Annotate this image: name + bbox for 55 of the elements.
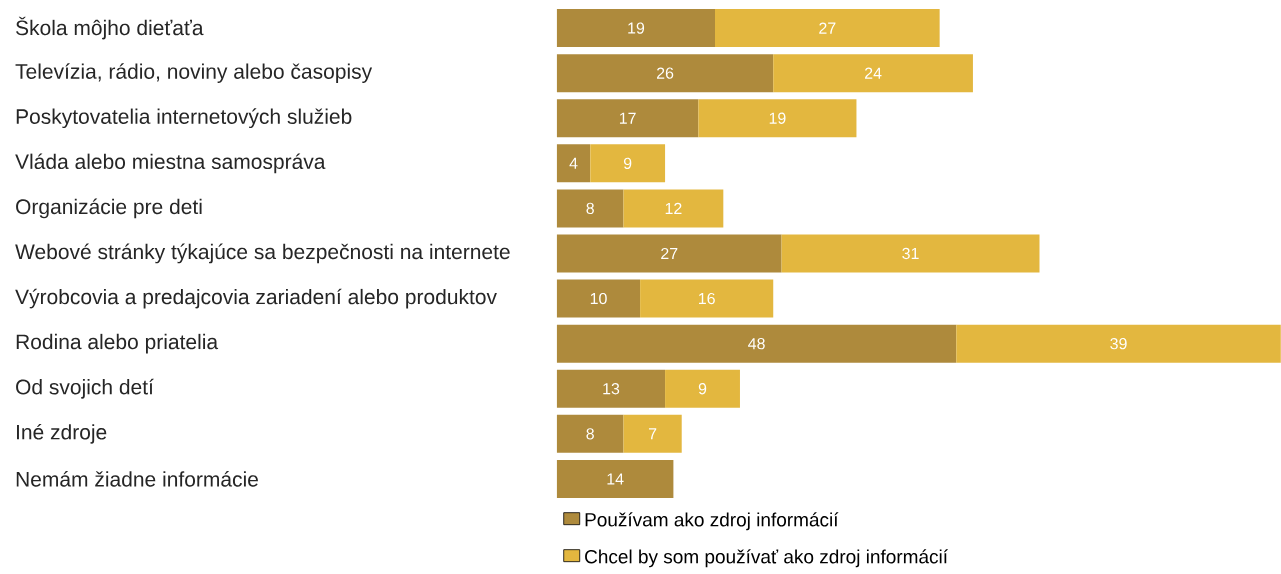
bar xyxy=(556,144,591,183)
data-label: 27 xyxy=(661,247,678,259)
y-tick-label: Poskytovatelia internetových služieb xyxy=(16,108,352,128)
bar xyxy=(715,8,940,47)
y-tick-label: Webové stránky týkajúce sa bezpečnosti na internete xyxy=(15,243,510,264)
data-label: 7 xyxy=(648,428,657,440)
data-label: 24 xyxy=(865,67,882,79)
y-tick-label: Výrobcovia a predajcovia zariadení alebo produktov xyxy=(15,288,497,309)
data-label: 12 xyxy=(665,202,682,214)
y-tick-label: Od svojich detí xyxy=(16,378,154,399)
data-label: 8 xyxy=(586,202,594,214)
data-label: 39 xyxy=(1110,337,1127,350)
bar xyxy=(623,414,682,453)
bar xyxy=(556,324,957,363)
data-label: 4 xyxy=(569,157,578,169)
bar xyxy=(556,369,666,408)
bar xyxy=(590,144,666,183)
bar xyxy=(556,8,715,47)
bar xyxy=(698,99,857,138)
data-label: 13 xyxy=(603,382,620,395)
bar xyxy=(623,189,724,228)
data-label: 14 xyxy=(607,473,624,485)
data-label: 9 xyxy=(698,382,707,395)
data-label: 19 xyxy=(769,112,786,124)
legend-label: Chcel by som používať ako zdroj informácií xyxy=(585,549,948,568)
data-label: 17 xyxy=(619,112,636,124)
bar xyxy=(556,279,641,318)
y-tick-label: Iné zdroje xyxy=(17,423,107,444)
y-tick-label: Škola môjho dieťaťa xyxy=(16,16,204,40)
bar xyxy=(556,459,674,498)
data-label: 9 xyxy=(623,157,632,169)
y-tick-label: Organizácie pre deti xyxy=(16,198,202,219)
bar xyxy=(665,369,740,408)
y-tick-label: Nemám žiadne informácie xyxy=(16,470,258,487)
bar xyxy=(781,234,1040,273)
bar xyxy=(556,234,782,273)
bar xyxy=(556,189,624,228)
data-label: 27 xyxy=(819,22,836,34)
bar xyxy=(773,54,973,92)
data-label: 48 xyxy=(748,337,765,350)
y-tick-label: Televízia, rádio, noviny alebo časopisy xyxy=(15,63,373,83)
bar xyxy=(556,54,774,92)
data-label: 16 xyxy=(699,292,715,305)
bar xyxy=(556,99,699,138)
data-label: 31 xyxy=(902,247,919,259)
data-label: 10 xyxy=(590,292,607,305)
data-label: 8 xyxy=(586,428,594,440)
bar xyxy=(956,324,1281,363)
bar xyxy=(556,414,624,453)
y-tick-label: Rodina alebo priatelia xyxy=(16,333,219,354)
data-label: 19 xyxy=(628,22,645,34)
y-tick-label: Vláda alebo miestna samospráva xyxy=(15,153,326,174)
legend-label: Používam ako zdroj informácií xyxy=(585,512,839,531)
data-label: 26 xyxy=(657,67,674,79)
bar xyxy=(640,279,774,318)
